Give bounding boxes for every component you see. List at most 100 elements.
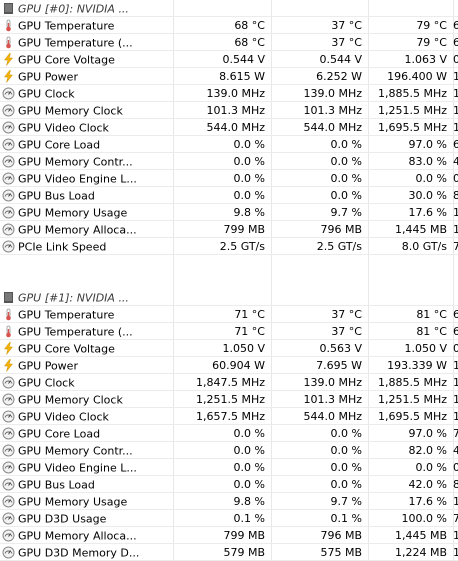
sensor-row[interactable]: GPU Memory Contr... 0.0 % 0.0 % 82.0 % 47.7 … bbox=[0, 442, 458, 459]
maximum-value: 1,445 MB bbox=[394, 529, 447, 542]
sensor-row[interactable]: GPU Temperature (... 71 °C 37 °C 81 °C 65 °C bbox=[0, 323, 458, 340]
sensor-row[interactable]: GPU Memory Alloca... 799 MB 796 MB 1,445 MB… bbox=[0, 221, 458, 238]
sensor-row[interactable]: GPU Video Engine L... 0.0 % 0.0 % 0.0 % 0.0 … bbox=[0, 459, 458, 476]
sensor-row[interactable]: GPU Memory Usage 9.8 % 9.7 % 17.6 % 15.8 % bbox=[0, 493, 458, 510]
sensor-name-cell: GPU Temperature (... bbox=[0, 323, 173, 340]
sensor-row[interactable]: GPU Temperature 71 °C 37 °C 81 °C 65 °C bbox=[0, 306, 458, 323]
sensor-label: GPU D3D Usage bbox=[18, 512, 107, 526]
sensor-label: GPU Core Voltage bbox=[18, 53, 115, 67]
minimum-value: 544.0 MHz bbox=[303, 410, 362, 423]
maximum-value: 1,885.5 MHz bbox=[377, 376, 447, 389]
sensor-row[interactable]: GPU Video Clock 1,657.5 MHz 544.0 MHz 1,695… bbox=[0, 408, 458, 425]
gauge-icon bbox=[2, 444, 15, 457]
current-value: 0.0 % bbox=[233, 172, 265, 185]
minimum-value: 0.0 % bbox=[330, 138, 362, 151]
sensor-row[interactable]: GPU Bus Load 0.0 % 0.0 % 30.0 % 8.5 % bbox=[0, 187, 458, 204]
lightning-icon bbox=[2, 69, 15, 83]
sensor-name-cell: GPU Memory Clock bbox=[0, 102, 173, 119]
average-value: 15.8 % bbox=[453, 495, 458, 508]
maximum-value: 83.0 % bbox=[408, 155, 447, 168]
sensor-name-cell: GPU Core Load bbox=[0, 136, 173, 153]
current-value: 1.050 V bbox=[222, 342, 265, 355]
sensor-row[interactable]: GPU Memory Clock 101.3 MHz 101.3 MHz 1,251.… bbox=[0, 102, 458, 119]
current-value: 0.0 % bbox=[233, 427, 265, 440]
average-value: 1,297 MB bbox=[453, 223, 458, 236]
sensor-name-cell: GPU Core Voltage bbox=[0, 340, 173, 357]
current-value: 1,847.5 MHz bbox=[195, 376, 265, 389]
average-value: 63 °C bbox=[453, 36, 458, 49]
minimum-value: 37 °C bbox=[331, 308, 362, 321]
gauge-icon bbox=[2, 104, 15, 117]
sensor-label: GPU Bus Load bbox=[18, 478, 95, 492]
minimum-value: 0.0 % bbox=[330, 444, 362, 457]
gauge-icon bbox=[2, 121, 15, 134]
sensor-row[interactable]: GPU Core Voltage 0.544 V 0.544 V 1.063 V 0.9… bbox=[0, 51, 458, 68]
average-value: 8.5 % bbox=[453, 189, 458, 202]
maximum-value: 1,251.5 MHz bbox=[377, 104, 447, 117]
current-value: 799 MB bbox=[223, 223, 265, 236]
sensor-row[interactable]: GPU Core Load 0.0 % 0.0 % 97.0 % 69.9 % bbox=[0, 136, 458, 153]
minimum-value: 0.0 % bbox=[330, 478, 362, 491]
current-value: 0.0 % bbox=[233, 461, 265, 474]
lightning-icon bbox=[2, 52, 15, 66]
average-value: 0.0 % bbox=[453, 461, 458, 474]
average-value: 70.4 % bbox=[453, 427, 458, 440]
sensor-row[interactable]: GPU D3D Usage 0.1 % 0.1 % 100.0 % 73.3 % bbox=[0, 510, 458, 527]
sensor-row[interactable]: GPU Bus Load 0.0 % 0.0 % 42.0 % 8.9 % bbox=[0, 476, 458, 493]
current-value: 9.8 % bbox=[233, 206, 265, 219]
minimum-value: 37 °C bbox=[331, 36, 362, 49]
sensor-label: GPU Core Load bbox=[18, 427, 101, 441]
sensor-row[interactable]: GPU Power 60.904 W 7.695 W 193.339 W 135.774… bbox=[0, 357, 458, 374]
sensor-name-cell: GPU Video Clock bbox=[0, 408, 173, 425]
average-value: 65 °C bbox=[453, 325, 458, 338]
sensor-row[interactable]: GPU Memory Usage 9.8 % 9.7 % 17.6 % 15.8 % bbox=[0, 204, 458, 221]
sensor-row[interactable]: GPU Core Voltage 1.050 V 0.563 V 1.050 V 0.9… bbox=[0, 340, 458, 357]
thermometer-icon bbox=[2, 308, 15, 321]
sensor-row[interactable]: GPU Memory Contr... 0.0 % 0.0 % 83.0 % 46.9 … bbox=[0, 153, 458, 170]
maximum-value: 1,885.5 MHz bbox=[377, 87, 447, 100]
average-value: 0.950 V bbox=[453, 342, 458, 355]
sensor-row[interactable]: GPU Clock 1,847.5 MHz 139.0 MHz 1,885.5 MHz… bbox=[0, 374, 458, 391]
maximum-value: 81 °C bbox=[416, 308, 447, 321]
sensor-row[interactable]: PCIe Link Speed 2.5 GT/s 2.5 GT/s 8.0 GT/s 7… bbox=[0, 238, 458, 255]
minimum-value: 544.0 MHz bbox=[303, 121, 362, 134]
sensor-row[interactable]: GPU Temperature (... 68 °C 37 °C 79 °C 63 °C bbox=[0, 34, 458, 51]
sensor-name-cell: GPU Bus Load bbox=[0, 476, 173, 493]
sensor-row[interactable]: GPU Core Load 0.0 % 0.0 % 97.0 % 70.4 % bbox=[0, 425, 458, 442]
minimum-value: 0.0 % bbox=[330, 427, 362, 440]
current-value: 544.0 MHz bbox=[206, 121, 265, 134]
gauge-icon bbox=[2, 87, 15, 100]
average-value: 1,297 MB bbox=[453, 529, 458, 542]
sensor-row[interactable]: GPU Power 8.615 W 6.252 W 196.400 W 136.679 … bbox=[0, 68, 458, 85]
gauge-icon bbox=[2, 206, 15, 219]
sensor-label: GPU Core Voltage bbox=[18, 342, 115, 356]
sensor-name-cell: GPU Temperature (... bbox=[0, 34, 173, 51]
sensor-name-cell: GPU Power bbox=[0, 357, 173, 374]
maximum-value: 196.400 W bbox=[387, 70, 447, 83]
sensor-name-cell: GPU Memory Contr... bbox=[0, 153, 173, 170]
maximum-value: 79 °C bbox=[416, 36, 447, 49]
thermometer-icon bbox=[2, 19, 15, 32]
sensor-row[interactable]: GPU D3D Memory D... 579 MB 575 MB 1,224 MB 1… bbox=[0, 544, 458, 561]
sensor-name-cell: GPU Video Clock bbox=[0, 119, 173, 136]
gauge-icon bbox=[2, 512, 15, 525]
minimum-value: 0.0 % bbox=[330, 155, 362, 168]
sensor-name-cell: GPU Memory Contr... bbox=[0, 442, 173, 459]
sensor-name-cell: GPU D3D Memory D... bbox=[0, 544, 173, 561]
sensor-row[interactable]: GPU Temperature 68 °C 37 °C 79 °C 63 °C bbox=[0, 17, 458, 34]
sensor-name-cell: PCIe Link Speed bbox=[0, 238, 173, 255]
sensor-label: GPU Video Clock bbox=[18, 410, 109, 424]
minimum-value: 139.0 MHz bbox=[303, 376, 362, 389]
gauge-icon bbox=[2, 427, 15, 440]
sensor-row[interactable]: GPU Memory Clock 1,251.5 MHz 101.3 MHz 1,25… bbox=[0, 391, 458, 408]
gpu-section-header[interactable]: GPU [#1]: NVIDIA ... bbox=[0, 289, 458, 306]
sensor-row[interactable]: GPU Memory Alloca... 799 MB 796 MB 1,445 MB… bbox=[0, 527, 458, 544]
gpu-section-header[interactable]: GPU [#0]: NVIDIA ... bbox=[0, 0, 458, 17]
current-value: 0.0 % bbox=[233, 189, 265, 202]
sensor-label: GPU Memory Alloca... bbox=[18, 223, 137, 237]
sensor-row[interactable]: GPU Video Clock 544.0 MHz 544.0 MHz 1,695.5… bbox=[0, 119, 458, 136]
sensor-row[interactable]: GPU Clock 139.0 MHz 139.0 MHz 1,885.5 MHz 1,… bbox=[0, 85, 458, 102]
sensor-row[interactable]: GPU Video Engine L... 0.0 % 0.0 % 0.0 % 0.0 … bbox=[0, 170, 458, 187]
current-value: 1,251.5 MHz bbox=[195, 393, 265, 406]
